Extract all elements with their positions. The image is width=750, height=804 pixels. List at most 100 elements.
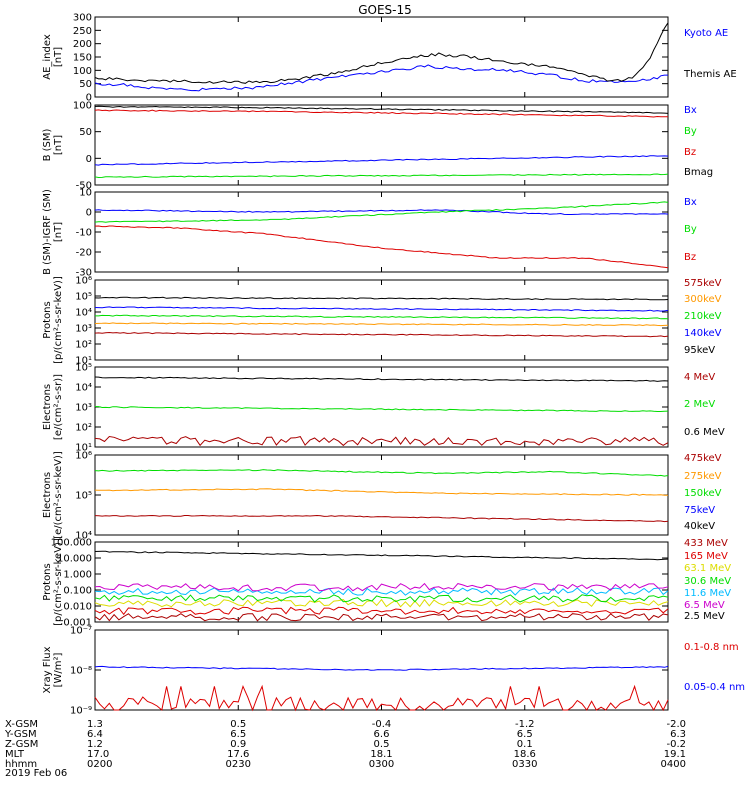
series-line xyxy=(94,306,669,312)
panel-6: 10⁴ 10⁵ 10⁶ Electrons[e/(cm²-s-sr-keV)] 475k… xyxy=(42,451,722,542)
y-axis-label-line: Protons xyxy=(42,301,53,338)
y-tick-label: 0 xyxy=(86,208,92,219)
y-tick-label: -20 xyxy=(76,248,92,259)
ephemeris-value: 0230 xyxy=(226,759,251,770)
legend-entry: 40keV xyxy=(684,521,715,532)
y-tick-label: 100 xyxy=(73,66,92,77)
series-line xyxy=(94,105,669,114)
y-axis-label-line: B (SM)-IGRF (SM) xyxy=(42,189,53,275)
legend-entry: By xyxy=(684,126,697,137)
panel-5: 10¹ 10² 10³ 10⁴ 10⁵ Electrons[e/(cm²-s-sr)] 4 … xyxy=(42,363,725,454)
y-axis-label-line: Protons xyxy=(42,563,53,600)
y-tick-label: 0.100 xyxy=(63,586,92,597)
series-line xyxy=(94,613,669,622)
ephemeris-value: 0200 xyxy=(87,759,112,770)
series-line xyxy=(94,64,668,92)
ephemeris-value: 0330 xyxy=(512,759,537,770)
ephemeris-label: Y-GSM xyxy=(4,729,37,740)
y-tick-label: -50 xyxy=(76,181,92,192)
y-tick-label: -30 xyxy=(76,268,92,279)
series-line xyxy=(94,684,669,712)
panel-frame xyxy=(94,191,669,273)
series-line xyxy=(94,469,669,477)
legend-entry: 575keV xyxy=(684,278,722,289)
legend-entry: 275keV xyxy=(684,471,722,482)
date-label: 2019 Feb 06 xyxy=(5,768,67,779)
y-tick-label: 10² xyxy=(75,340,92,351)
series-line xyxy=(94,209,669,215)
series-line xyxy=(94,376,669,382)
legend-entry: 433 MeV xyxy=(684,538,728,549)
panel-4: 10¹ 10² 10³ 10⁴ 10⁵ 10⁶ Protons[p/(cm²-s-sr-ke… xyxy=(42,276,722,367)
y-axis-label-line: [nT] xyxy=(53,135,64,155)
series-line xyxy=(94,594,669,603)
legend-entry: 2.5 MeV xyxy=(684,611,725,622)
y-axis-label-line: [p/(cm²-s-sr-keV)] xyxy=(53,276,64,364)
y-tick-label: 10⁻⁹ xyxy=(70,706,92,717)
ephemeris-label: hhmm xyxy=(5,759,37,770)
y-tick-label: 10⁻⁷ xyxy=(70,626,92,637)
y-tick-label: 10⁵ xyxy=(75,292,92,303)
legend-entry: 140keV xyxy=(684,328,722,339)
panel-frame xyxy=(94,279,669,361)
legend-entry: 150keV xyxy=(684,488,722,499)
ephemeris-value: 17.6 xyxy=(227,749,249,760)
ephemeris-value: -1.2 xyxy=(515,719,535,730)
y-axis-label-line: [e/(cm²-s-sr-keV)] xyxy=(53,451,64,539)
ephemeris-value: 17.0 xyxy=(87,749,109,760)
y-tick-label: 10¹ xyxy=(75,443,92,454)
ephemeris-label: MLT xyxy=(5,749,25,760)
y-tick-label: 10² xyxy=(75,423,92,434)
series-line xyxy=(94,587,669,596)
y-tick-label: 10⁴ xyxy=(75,308,92,319)
series-line xyxy=(94,296,669,301)
series-line xyxy=(94,331,669,338)
legend-entry: 30.6 MeV xyxy=(684,576,731,587)
series-line xyxy=(94,322,669,327)
ephemeris-value: 0400 xyxy=(661,759,686,770)
series-line xyxy=(94,665,669,671)
ephemeris-value: 1.3 xyxy=(87,719,103,730)
ephemeris-value: 6.3 xyxy=(670,729,686,740)
series-line xyxy=(94,582,669,592)
y-axis-label: AE_index[nT] xyxy=(42,34,64,80)
y-tick-label: -10 xyxy=(76,228,92,239)
legend-entry: Themis AE xyxy=(683,69,737,80)
y-axis-label: B (SM)[nT] xyxy=(42,128,64,161)
y-axis-label-line: AE_index xyxy=(42,34,53,80)
y-tick-label: 10⁶ xyxy=(75,451,92,462)
y-tick-label: 100 xyxy=(73,101,92,112)
legend-entry: 0.6 MeV xyxy=(684,427,725,438)
y-axis-label: Protons[p/(cm²-s-sr-keV)] xyxy=(42,276,64,364)
y-tick-label: 10⁴ xyxy=(75,531,92,542)
legend-entry: 4 MeV xyxy=(684,372,715,383)
legend-entry: 11.6 MeV xyxy=(684,588,731,599)
y-axis-label-line: Xray Flux xyxy=(42,646,53,693)
ephemeris-value: -0.4 xyxy=(372,719,392,730)
y-tick-label: 100.000 xyxy=(51,538,92,549)
legend-entry: Kyoto AE xyxy=(684,28,728,39)
y-axis-label: B (SM)-IGRF (SM)[nT] xyxy=(42,189,64,275)
ephemeris-value: 6.6 xyxy=(374,729,390,740)
y-axis-label-line: [W/m²] xyxy=(53,652,64,687)
series-line xyxy=(94,155,669,166)
legend-entry: 165 MeV xyxy=(684,551,728,562)
y-tick-label: 10⁵ xyxy=(75,491,92,502)
y-axis-label-line: Electrons xyxy=(42,384,53,430)
legend-entry: Bx xyxy=(684,105,697,116)
ephemeris-table: X-GSM 1.3 0.5 -0.4 -1.2 -2.0 Y-GSM 6.4 6.5 6.6 6.5… xyxy=(4,719,686,770)
series-line xyxy=(94,201,669,223)
ephemeris-value: 18.1 xyxy=(370,749,392,760)
series-line xyxy=(94,514,669,523)
legend-entry: 210keV xyxy=(684,311,722,322)
legend-entry: By xyxy=(684,224,697,235)
panel-2: -50 0 50 100 B (SM)[nT] Bx By Bz Bmag xyxy=(42,101,713,192)
legend-entry: 6.5 MeV xyxy=(684,600,725,611)
series-line xyxy=(94,606,669,616)
y-axis-label: Electrons[e/(cm²-s-sr-keV)] xyxy=(42,451,64,539)
y-axis-label-line: [p/(cm²-s-sr-keV)] xyxy=(53,538,64,626)
ephemeris-value: -2.0 xyxy=(666,719,686,730)
y-tick-label: 50 xyxy=(79,127,92,138)
